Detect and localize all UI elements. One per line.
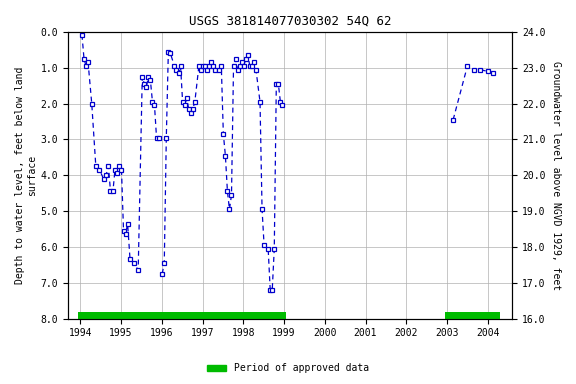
- Legend: Period of approved data: Period of approved data: [203, 359, 373, 377]
- Title: USGS 381814077030302 54Q 62: USGS 381814077030302 54Q 62: [189, 15, 392, 28]
- Y-axis label: Groundwater level above NGVD 1929, feet: Groundwater level above NGVD 1929, feet: [551, 61, 561, 290]
- Y-axis label: Depth to water level, feet below land
surface: Depth to water level, feet below land su…: [15, 66, 37, 284]
